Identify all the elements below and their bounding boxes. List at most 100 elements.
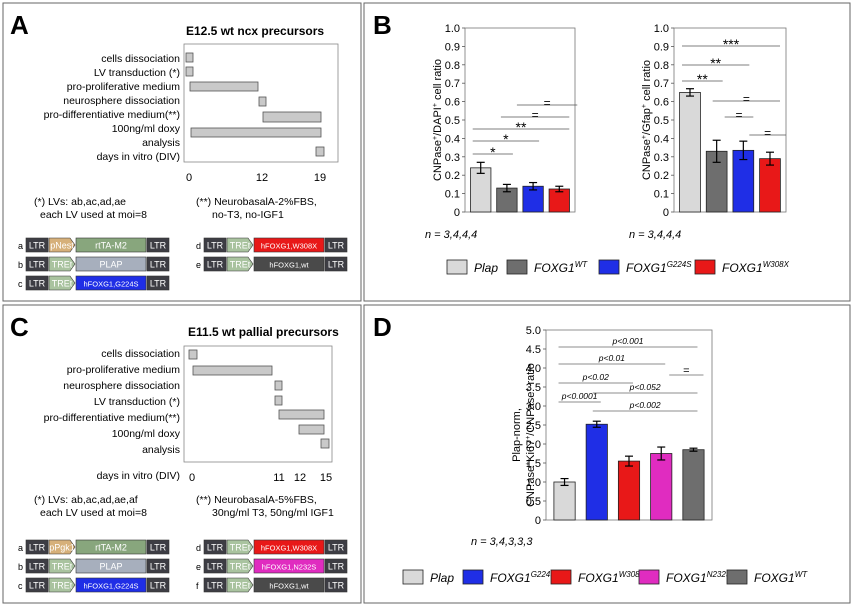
construct-part-label: rtTA-M2 <box>95 543 127 553</box>
construct-part-label: LTR <box>328 543 345 553</box>
panel-c-frame <box>2 304 362 604</box>
construct-part-label: LTR <box>29 260 46 270</box>
gantt-bar <box>185 52 194 63</box>
y-axis-label: CNPase+Ki67+/CNPase+ ratio <box>525 363 537 507</box>
legend-item: FOXG1G224S <box>598 259 692 275</box>
construct-letter: d <box>196 543 201 553</box>
gene-box <box>253 577 325 593</box>
legend-label: Plap <box>430 571 454 585</box>
panel-a-constructs: a LTR pNest rtTA-M2 LTR b LTR TREt PLAP LTR c LTR TR… <box>18 237 348 291</box>
construct-f: f LTR TREt hFOXG1,wt LTR <box>196 577 348 593</box>
construct-letter: a <box>18 543 23 553</box>
legend-label: FOXG1W308X <box>578 570 646 585</box>
axis-tick: 0 <box>189 472 195 484</box>
construct-part-label: LTR <box>207 260 224 270</box>
promoter-arrow <box>226 237 254 253</box>
y-tick-label: 0.5 <box>526 496 541 508</box>
y-tick-label: 0.9 <box>654 41 669 53</box>
step-label: days in vitro (DIV) <box>97 470 180 482</box>
construct-part-label: TREt <box>230 241 251 251</box>
bar-plap <box>679 92 701 213</box>
n-label: n = 3,4,4,4 <box>425 229 477 241</box>
construct-part-label: hFOXG1,G224S <box>83 582 138 591</box>
gantt-bar <box>258 96 267 107</box>
axis-tick: 19 <box>314 172 326 184</box>
construct-letter: c <box>18 581 23 591</box>
gene-box <box>253 237 325 253</box>
ltr-box <box>203 577 227 593</box>
significance-label: * <box>490 144 496 160</box>
construct-letter: f <box>196 581 199 591</box>
construct-part-label: hFOXG1,wt <box>269 261 309 270</box>
y-tick-label: 0.8 <box>654 60 669 72</box>
gene-box <box>75 577 147 593</box>
construct-part-label: LTR <box>207 241 224 251</box>
y-tick-label: 0 <box>535 515 541 527</box>
significance-label: = <box>735 108 742 122</box>
ltr-box <box>25 256 49 272</box>
panel-d-legend: Plap FOXG1G224S FOXG1W308X FOXG1N232S FOXG1W… <box>402 569 808 585</box>
n-label: n = 3,4,3,3,3 <box>471 536 533 548</box>
panel-c-timeline-box <box>183 345 333 463</box>
promoter-arrow <box>226 577 254 593</box>
axis-tick: 11 <box>273 472 284 484</box>
legend-item: FOXG1G224S <box>462 569 556 585</box>
panel-b-chart-2: 00.10.20.30.40.50.60.70.80.91.0*******==… <box>641 23 787 219</box>
gantt-bar <box>185 66 194 77</box>
construct-part-label: TREt <box>230 581 251 591</box>
y-tick-label: 1.0 <box>445 23 460 35</box>
legend-swatch <box>694 259 716 275</box>
legend-swatch <box>506 259 528 275</box>
gantt-bar <box>274 380 283 391</box>
significance-label: = <box>544 96 551 110</box>
construct-a: a LTR pNest rtTA-M2 LTR <box>18 237 170 253</box>
panel-c-letter: C <box>10 312 29 342</box>
axis-tick: 12 <box>256 172 268 184</box>
construct-part-label: LTR <box>150 581 167 591</box>
construct-part-label: LTR <box>29 241 46 251</box>
panel-a-gantt <box>185 52 325 157</box>
panel-a-letter: A <box>10 10 29 40</box>
significance-label: ** <box>516 119 527 135</box>
y-tick-label: 2.5 <box>526 420 541 432</box>
construct-letter: e <box>196 260 201 270</box>
legend-swatch <box>402 569 424 585</box>
p-value-label: p<0.052 <box>629 382 661 392</box>
y-tick-label: 0.2 <box>654 170 669 182</box>
construct-part-label: hFOXG1,wt <box>269 582 309 591</box>
panel-d-letter: D <box>373 312 392 342</box>
step-label: pro-proliferative medium <box>67 364 180 376</box>
gene-box <box>75 256 147 272</box>
y-tick-label: 0.3 <box>445 152 460 164</box>
p-value-label: p<0.0001 <box>561 391 598 401</box>
y-tick-label: 0.5 <box>654 115 669 127</box>
y-tick-label: 0.3 <box>654 152 669 164</box>
ltr-box <box>25 237 49 253</box>
ltr-box <box>203 237 227 253</box>
ltr-box <box>25 577 49 593</box>
construct-part-label: hFOXG1,W308X <box>261 242 317 251</box>
legend-swatch <box>598 259 620 275</box>
construct-c: c LTR TREt hFOXG1,G224S LTR <box>18 275 170 291</box>
bar-foxg1g224s <box>585 423 608 521</box>
gantt-bar <box>274 395 283 406</box>
promoter-arrow <box>48 577 76 593</box>
significance-label: * <box>503 131 509 147</box>
legend-swatch <box>550 569 572 585</box>
gene-box <box>75 539 147 555</box>
construct-b: b LTR TREt PLAP LTR <box>18 256 170 272</box>
p-value-label: p<0.02 <box>582 372 610 382</box>
gene-box <box>253 256 325 272</box>
panel-c-axis-ticks: 0 11 12 15 <box>189 472 332 484</box>
construct-part-label: hFOXG1,N232S <box>262 563 317 572</box>
bar-foxg1wt <box>682 449 705 521</box>
construct-letter: b <box>18 260 23 270</box>
note: each LV used at moi=8 <box>40 507 147 519</box>
construct-part-label: LTR <box>328 562 345 572</box>
step-label: cells dissociation <box>101 348 180 360</box>
panel-d-frame <box>363 304 851 604</box>
axis-tick: 15 <box>320 472 332 484</box>
panel-c-notes: (*) LVs: ab,ac,ad,ae,af each LV used at … <box>34 494 334 519</box>
construct-a: a LTR pPgk1 rtTA-M2 LTR <box>18 539 170 555</box>
